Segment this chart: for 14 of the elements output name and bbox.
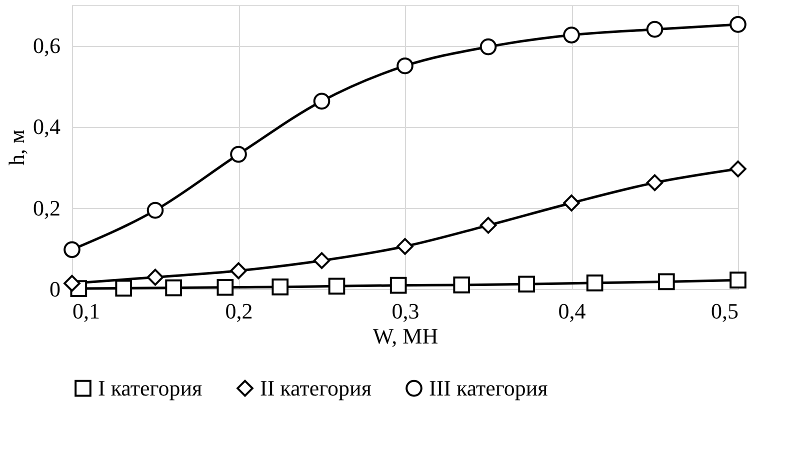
y-tick-label: 0,4 <box>33 114 60 140</box>
y-tick-label: 0,2 <box>33 195 60 220</box>
legend-label: II категория <box>260 375 372 400</box>
x-axis-title: W, МН <box>372 324 438 348</box>
x-tick-label: 0,2 <box>225 298 253 324</box>
x-tick-label: 0,5 <box>711 298 738 324</box>
y-tick-label: 0,6 <box>33 33 60 58</box>
x-tick-label: 0,1 <box>72 298 100 324</box>
y-tick-label: 0 <box>50 276 60 302</box>
x-tick-label: 0,4 <box>558 298 586 324</box>
y-axis-title: h, м <box>4 129 29 166</box>
legend-label: I категория <box>98 375 202 400</box>
x-tick-label: 0,3 <box>392 298 420 324</box>
legend-label: III категория <box>429 375 548 400</box>
